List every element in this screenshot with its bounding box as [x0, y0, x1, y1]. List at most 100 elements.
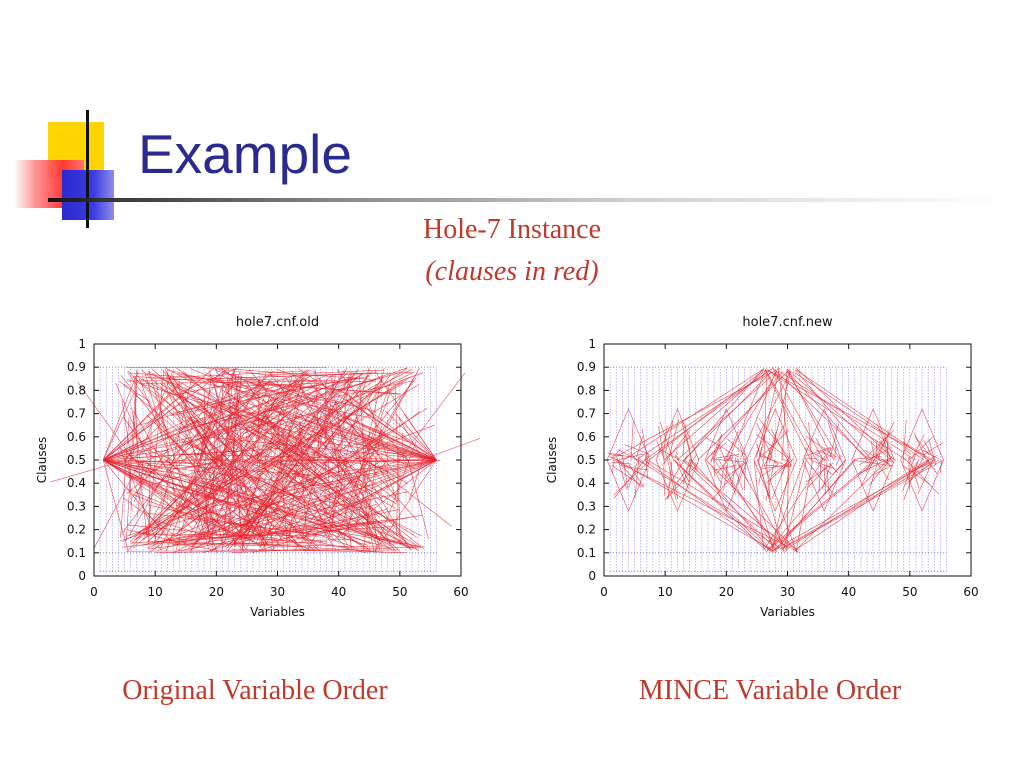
clause-edge — [264, 503, 275, 552]
clause-edge — [726, 459, 749, 512]
clause-edge — [609, 454, 622, 457]
clause-edge — [769, 459, 878, 550]
clause-edge — [140, 380, 337, 384]
clause-edge — [103, 459, 198, 524]
clause-edge — [872, 408, 895, 461]
clause-edge — [175, 425, 214, 461]
clause-edge — [713, 433, 723, 463]
clause-edge — [606, 459, 629, 512]
clause-edge — [268, 380, 437, 461]
clause-edge — [289, 421, 301, 541]
clause-edge — [129, 372, 400, 395]
clause-edge — [126, 370, 275, 495]
clause-edge — [120, 383, 235, 536]
clause-edge — [275, 459, 345, 506]
clause-edge — [829, 422, 839, 458]
clause-edge — [367, 400, 389, 461]
clause-edge — [213, 384, 287, 496]
clause-edge — [823, 408, 846, 461]
clause-edge — [771, 461, 788, 476]
clause-edge — [144, 373, 163, 436]
clause-edge — [137, 459, 148, 537]
clause-edge — [662, 430, 690, 466]
clause-edge — [922, 449, 940, 460]
clause-edge — [249, 459, 323, 480]
chart-title: hole7.cnf.new — [742, 315, 833, 330]
clause-edge — [808, 421, 812, 462]
clause-edge — [624, 444, 650, 455]
clause-edge — [326, 401, 352, 549]
clause-edge — [758, 464, 763, 485]
clause-edge — [245, 379, 302, 478]
clause-edge — [165, 459, 258, 531]
clause-edge — [126, 382, 197, 444]
clause-edge — [816, 449, 834, 458]
clause-edge — [342, 459, 378, 548]
clause-edge — [636, 436, 643, 458]
clause-edge — [300, 525, 425, 548]
clause-edge — [317, 415, 349, 461]
clause-edge — [766, 369, 907, 461]
clause-edge — [612, 448, 622, 458]
clause-edge — [363, 425, 382, 550]
clause-edge — [296, 429, 311, 461]
y-tick-label: 1 — [78, 337, 86, 351]
y-tick-label: 1 — [588, 337, 596, 351]
clause-edge — [102, 370, 139, 461]
clause-edge — [132, 380, 138, 461]
clause-edge — [102, 381, 184, 461]
clause-edge — [342, 438, 375, 461]
clause-edge — [135, 459, 220, 540]
clause-edge — [682, 423, 687, 456]
caption-original-order: Original Variable Order — [122, 675, 388, 706]
clause-edge — [279, 394, 331, 461]
clause-edge — [304, 413, 437, 461]
clause-edge — [725, 464, 736, 496]
clause-edge — [763, 430, 789, 455]
clause-edge — [690, 459, 699, 471]
clause-edge — [272, 427, 389, 549]
clause-edge — [781, 459, 789, 462]
clause-edge — [823, 454, 830, 462]
clause-edge — [190, 459, 277, 517]
y-tick-label: 0.9 — [577, 360, 596, 374]
clause-edge — [255, 514, 423, 544]
x-tick-label: 50 — [902, 585, 917, 599]
clause-edge — [868, 437, 886, 464]
clause-edge — [720, 447, 727, 464]
clause-edge — [677, 459, 700, 512]
clause-edge — [221, 368, 399, 502]
clause-edge — [409, 459, 423, 500]
clause-edge — [345, 407, 428, 461]
x-tick-label: 30 — [270, 585, 285, 599]
clause-edge — [199, 399, 217, 461]
clause-edge — [199, 366, 280, 377]
clause-edge — [230, 378, 338, 382]
x-tick-label: 10 — [658, 585, 673, 599]
clause-edge — [292, 378, 417, 529]
clause-edge — [793, 459, 889, 553]
y-tick-label: 0.9 — [67, 360, 86, 374]
clause-edge — [609, 456, 624, 463]
clause-edge — [663, 465, 665, 496]
clause-edge — [903, 458, 920, 500]
clause-edge — [328, 412, 409, 461]
clause-edge — [641, 428, 649, 466]
clause-edge — [768, 457, 772, 463]
clause-edge — [214, 410, 236, 547]
clause-edge — [917, 456, 935, 495]
clause-edge — [622, 454, 629, 490]
clause-edge — [827, 422, 844, 466]
clause-edge — [264, 412, 349, 546]
clause-edge — [157, 401, 240, 540]
clause-edge — [730, 457, 744, 490]
clause-edge — [902, 441, 926, 456]
clause-edge — [866, 454, 880, 502]
clause-edge — [139, 451, 167, 461]
clause-edge — [146, 533, 296, 542]
x-tick-label: 30 — [780, 585, 795, 599]
clause-edge — [158, 408, 307, 552]
clause-edge — [210, 459, 250, 469]
clause-edge — [133, 459, 151, 503]
clause-edge — [662, 425, 668, 456]
